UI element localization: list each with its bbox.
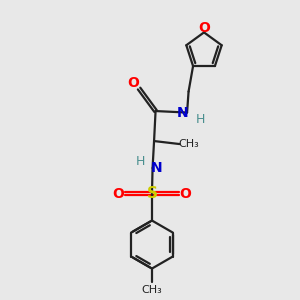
Text: O: O <box>112 187 124 200</box>
Text: H: H <box>196 112 205 126</box>
Text: CH₃: CH₃ <box>142 284 162 295</box>
Text: O: O <box>180 187 191 200</box>
Text: H: H <box>135 155 145 168</box>
Text: N: N <box>177 106 188 119</box>
Text: O: O <box>198 21 210 35</box>
Text: O: O <box>128 76 140 90</box>
Text: CH₃: CH₃ <box>178 139 199 149</box>
Text: S: S <box>146 186 158 201</box>
Text: N: N <box>150 161 162 175</box>
